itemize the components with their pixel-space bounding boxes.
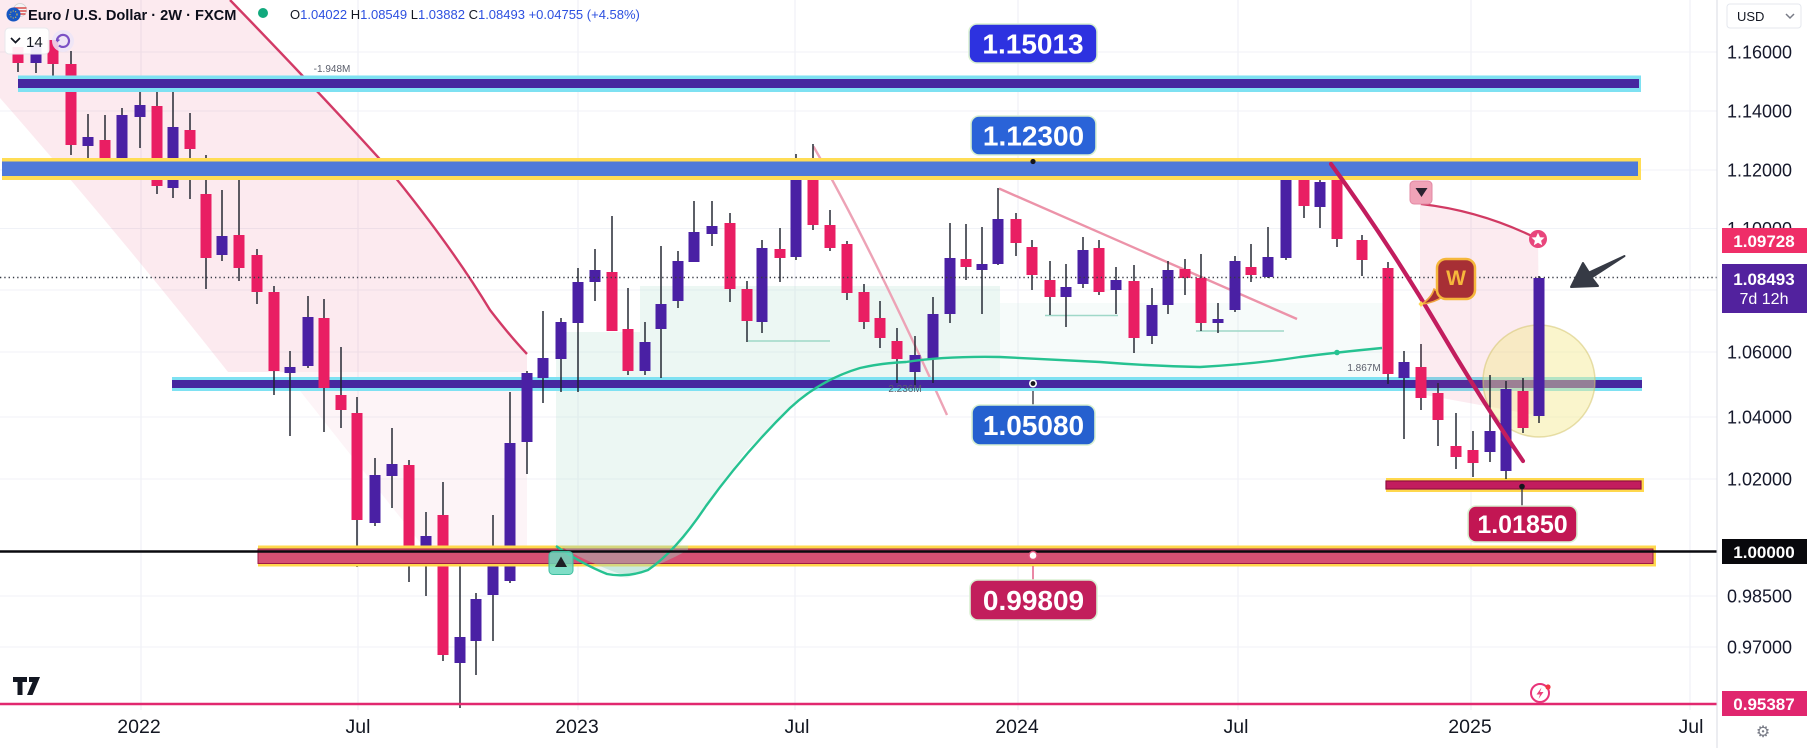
svg-text:1.02000: 1.02000	[1727, 470, 1792, 490]
svg-text:2.236M: 2.236M	[888, 384, 921, 395]
svg-text:Jul: Jul	[346, 716, 371, 738]
svg-text:W: W	[1446, 267, 1466, 290]
svg-text:1.06000: 1.06000	[1727, 343, 1792, 363]
svg-text:Jul: Jul	[1224, 716, 1249, 738]
svg-text:1.867M: 1.867M	[1347, 363, 1380, 374]
svg-text:2025: 2025	[1448, 716, 1492, 738]
svg-text:O1.04022 H1.08549 L1.03882 C1.: O1.04022 H1.08549 L1.03882 C1.08493 +0.0…	[290, 7, 640, 22]
svg-text:2023: 2023	[555, 716, 598, 738]
svg-text:1.15013: 1.15013	[982, 28, 1083, 59]
svg-text:0.98500: 0.98500	[1727, 587, 1792, 607]
svg-text:1.01850: 1.01850	[1477, 511, 1567, 539]
svg-text:0.99809: 0.99809	[983, 585, 1084, 616]
svg-text:0.97000: 0.97000	[1727, 638, 1792, 658]
svg-text:1.12000: 1.12000	[1727, 161, 1792, 181]
svg-text:⚙: ⚙	[1756, 724, 1770, 741]
svg-text:7d 12h: 7d 12h	[1740, 291, 1789, 308]
svg-text:1.09728: 1.09728	[1733, 232, 1794, 251]
svg-text:0.95387: 0.95387	[1733, 695, 1794, 714]
svg-text:Jul: Jul	[1679, 716, 1704, 738]
svg-text:1.05080: 1.05080	[983, 410, 1084, 441]
svg-text:1.08493: 1.08493	[1733, 270, 1794, 289]
svg-text:2024: 2024	[995, 716, 1039, 738]
svg-text:Jul: Jul	[785, 716, 810, 738]
svg-text:1.16000: 1.16000	[1727, 43, 1792, 63]
svg-text:2022: 2022	[117, 716, 160, 738]
svg-text:Euro / U.S. Dollar · 2W · FXCM: Euro / U.S. Dollar · 2W · FXCM	[28, 8, 236, 24]
svg-text:1.04000: 1.04000	[1727, 408, 1792, 428]
svg-text:-1.948M: -1.948M	[314, 64, 351, 75]
svg-text:14: 14	[26, 34, 43, 51]
svg-text:1.00000: 1.00000	[1733, 543, 1794, 562]
svg-text:1.12300: 1.12300	[983, 120, 1084, 151]
svg-text:1.14000: 1.14000	[1727, 102, 1792, 122]
svg-text:USD: USD	[1737, 9, 1764, 24]
